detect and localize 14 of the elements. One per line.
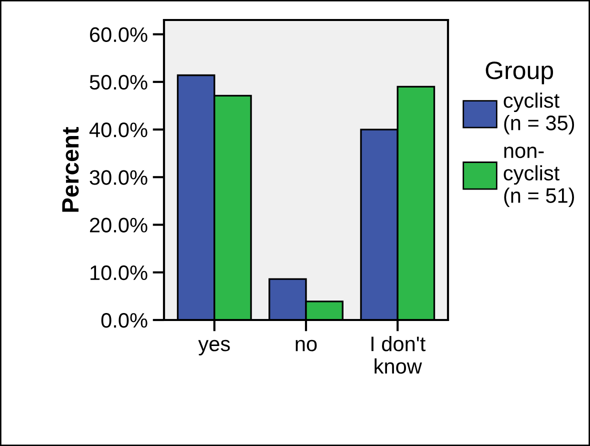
y-axis-title: Percent	[62, 126, 79, 212]
y-tick-label: 0.0%	[101, 313, 148, 328]
legend-title: Group	[486, 62, 554, 84]
y-tick-label: 30.0%	[90, 170, 148, 185]
y-tick-label: 50.0%	[90, 74, 148, 90]
x-tick-label: yes	[198, 340, 230, 356]
x-tick-label: I don't know	[371, 336, 426, 374]
y-tick-label: 60.0%	[90, 27, 148, 42]
legend-label: non- cyclist (n = 51)	[504, 146, 574, 208]
y-tick-label: 40.0%	[89, 122, 148, 138]
y-tick-label: 10.0%	[90, 265, 148, 280]
x-tick-label: no	[296, 340, 317, 352]
y-tick-label: 20.0%	[90, 218, 148, 233]
legend-label: cyclist (n = 35)	[504, 92, 574, 134]
